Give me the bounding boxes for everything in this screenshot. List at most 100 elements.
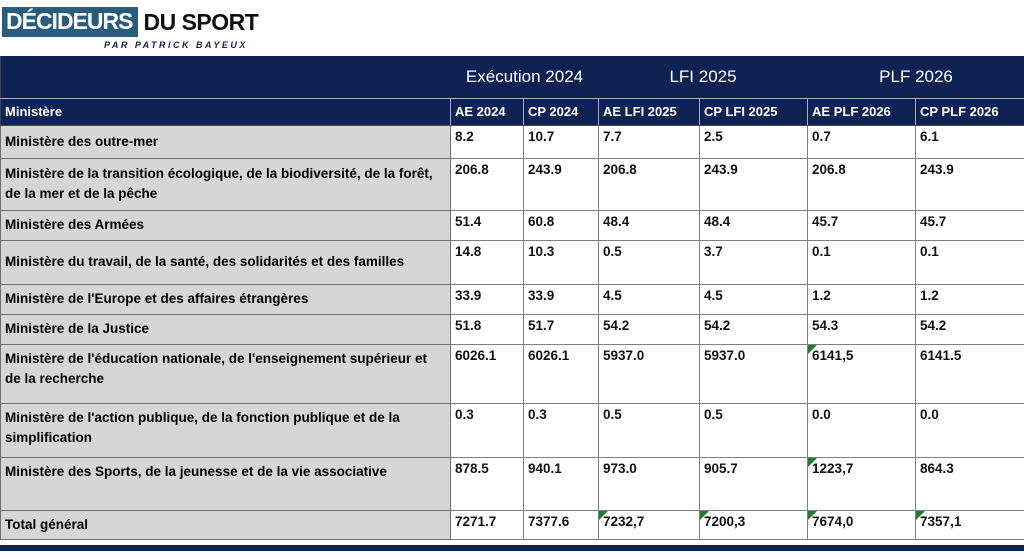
- logo-du-sport: DU SPORT: [143, 8, 259, 35]
- group-header-spacer: [0, 56, 451, 99]
- row-label: Ministère des Armées: [0, 209, 451, 241]
- table-row-total-general: Total général 7271.7 7377.6 7232,7 7200,3 767…: [0, 509, 1024, 540]
- cell-value: 45.7: [807, 209, 917, 241]
- cell-value: 6026.1: [450, 343, 524, 404]
- column-header-cp-lfi-2025: CP LFI 2025: [699, 98, 808, 126]
- cell-value: 6.1: [915, 124, 1024, 159]
- cell-value: 4.5: [598, 283, 701, 315]
- logo-byline: PAR PATRICK BAYEUX: [104, 40, 248, 50]
- cell-value: 905.7: [699, 456, 809, 511]
- bottom-bar: [0, 544, 1024, 551]
- cell-value: 2.5: [699, 124, 809, 159]
- cell-value: 0.0: [915, 402, 1024, 458]
- cell-value: 0.1: [807, 239, 917, 285]
- cell-value: 14.8: [450, 239, 524, 285]
- cell-value: 54.3: [807, 313, 917, 345]
- cell-value: 0.3: [450, 402, 524, 458]
- cell-value: 33.9: [522, 283, 600, 315]
- budget-table: Exécution 2024 LFI 2025 PLF 2026 Ministère…: [0, 56, 1024, 540]
- cell-value: 51.8: [450, 313, 524, 345]
- green-flag-icon: [916, 510, 926, 520]
- row-label: Ministère de la transition écologique, d…: [0, 157, 451, 211]
- green-flag-icon: [808, 457, 818, 467]
- column-header-ae-2024: AE 2024: [450, 98, 524, 126]
- cell-value: 7271.7: [450, 509, 524, 540]
- cell-value: 243.9: [699, 157, 809, 211]
- cell-value: 1.2: [915, 283, 1024, 315]
- cell-value: 7.7: [598, 124, 701, 159]
- cell-value: 10.7: [522, 124, 600, 159]
- cell-value: 5937.0: [598, 343, 701, 404]
- green-flag-icon: [808, 510, 818, 520]
- table-row-ministere-de-l-education-nationale-de-l-: Ministère de l'éducation nationale, de l…: [0, 343, 1024, 404]
- row-label: Ministère de l'action publique, de la fo…: [0, 402, 451, 458]
- table-row-ministere-des-outre-mer: Ministère des outre-mer 8.2 10.7 7.7 2.5 0.7 6…: [0, 124, 1024, 159]
- cell-value: 7200,3: [699, 509, 809, 540]
- group-header-row: Exécution 2024 LFI 2025 PLF 2026: [0, 56, 1024, 99]
- column-header-ae-plf-2026: AE PLF 2026: [807, 98, 916, 126]
- table-row-ministere-de-l-europe-et-des-affaires-et: Ministère de l'Europe et des affaires ét…: [0, 283, 1024, 315]
- cell-value: 54.2: [598, 313, 701, 345]
- green-flag-icon: [599, 510, 609, 520]
- cell-value: 0.3: [522, 402, 600, 458]
- cell-value: 864.3: [915, 456, 1024, 511]
- table-row-ministere-de-la-justice: Ministère de la Justice 51.8 51.7 54.2 54.2 5…: [0, 313, 1024, 345]
- group-header-execution-2024: Exécution 2024: [450, 56, 599, 99]
- site-logo: DÉCIDEURS DU SPORT: [2, 7, 1024, 37]
- cell-value: 48.4: [598, 209, 701, 241]
- cell-value: 0.0: [807, 402, 917, 458]
- cell-value: 6026.1: [522, 343, 600, 404]
- cell-value: 51.7: [522, 313, 600, 345]
- row-label: Ministère des outre-mer: [0, 124, 451, 159]
- cell-value: 0.7: [807, 124, 917, 159]
- column-header-row: Ministère AE 2024 CP 2024 AE LFI 2025 CP LFI…: [0, 98, 1024, 126]
- row-label: Ministère des Sports, de la jeunesse et …: [0, 456, 451, 511]
- cell-value: 54.2: [915, 313, 1024, 345]
- cell-value: 206.8: [807, 157, 917, 211]
- cell-value: 6141,5: [807, 343, 917, 404]
- table-row-ministere-de-l-action-publique-de-la-fon: Ministère de l'action publique, de la fo…: [0, 402, 1024, 458]
- row-label: Ministère du travail, de la santé, des s…: [0, 239, 451, 285]
- cell-value: 7377.6: [522, 509, 600, 540]
- cell-value: 33.9: [450, 283, 524, 315]
- cell-value: 60.8: [522, 209, 600, 241]
- column-header-cp-plf-2026: CP PLF 2026: [915, 98, 1024, 126]
- cell-value: 973.0: [598, 456, 701, 511]
- row-label: Ministère de l'éducation nationale, de l…: [0, 343, 451, 404]
- column-header-cp-2024: CP 2024: [522, 98, 599, 126]
- cell-value: 1.2: [807, 283, 917, 315]
- cell-value: 6141.5: [915, 343, 1024, 404]
- cell-value: 1223,7: [807, 456, 917, 511]
- cell-value: 8.2: [450, 124, 524, 159]
- cell-value: 45.7: [915, 209, 1024, 241]
- table-row-ministere-du-travail-de-la-sante-des-sol: Ministère du travail, de la santé, des s…: [0, 239, 1024, 285]
- row-label: Ministère de la Justice: [0, 313, 451, 345]
- table-row-ministere-de-la-transition-ecologique-de: Ministère de la transition écologique, d…: [0, 157, 1024, 211]
- green-flag-icon: [808, 344, 818, 354]
- cell-value: 206.8: [450, 157, 524, 211]
- cell-value: 7357,1: [915, 509, 1024, 540]
- group-header-plf-2026: PLF 2026: [807, 56, 1024, 99]
- row-label: Ministère de l'Europe et des affaires ét…: [0, 283, 451, 315]
- cell-value: 54.2: [699, 313, 809, 345]
- cell-value: 4.5: [699, 283, 809, 315]
- cell-value: 206.8: [598, 157, 701, 211]
- table-row-ministere-des-sports-de-la-jeunesse-et-d: Ministère des Sports, de la jeunesse et …: [0, 456, 1024, 511]
- cell-value: 0.5: [598, 239, 701, 285]
- column-header-ministere: Ministère: [0, 98, 451, 126]
- green-flag-icon: [700, 510, 710, 520]
- cell-value: 7232,7: [598, 509, 701, 540]
- cell-value: 0.5: [598, 402, 701, 458]
- row-label: Total général: [0, 509, 451, 540]
- cell-value: 51.4: [450, 209, 524, 241]
- masthead: DÉCIDEURS DU SPORT PAR PATRICK BAYEUX: [0, 0, 1024, 56]
- table-row-ministere-des-armees: Ministère des Armées 51.4 60.8 48.4 48.4 45.7…: [0, 209, 1024, 241]
- cell-value: 10.3: [522, 239, 600, 285]
- cell-value: 5937.0: [699, 343, 809, 404]
- cell-value: 48.4: [699, 209, 809, 241]
- cell-value: 243.9: [915, 157, 1024, 211]
- cell-value: 0.5: [699, 402, 809, 458]
- cell-value: 243.9: [522, 157, 600, 211]
- cell-value: 7674,0: [807, 509, 917, 540]
- group-header-lfi-2025: LFI 2025: [598, 56, 808, 99]
